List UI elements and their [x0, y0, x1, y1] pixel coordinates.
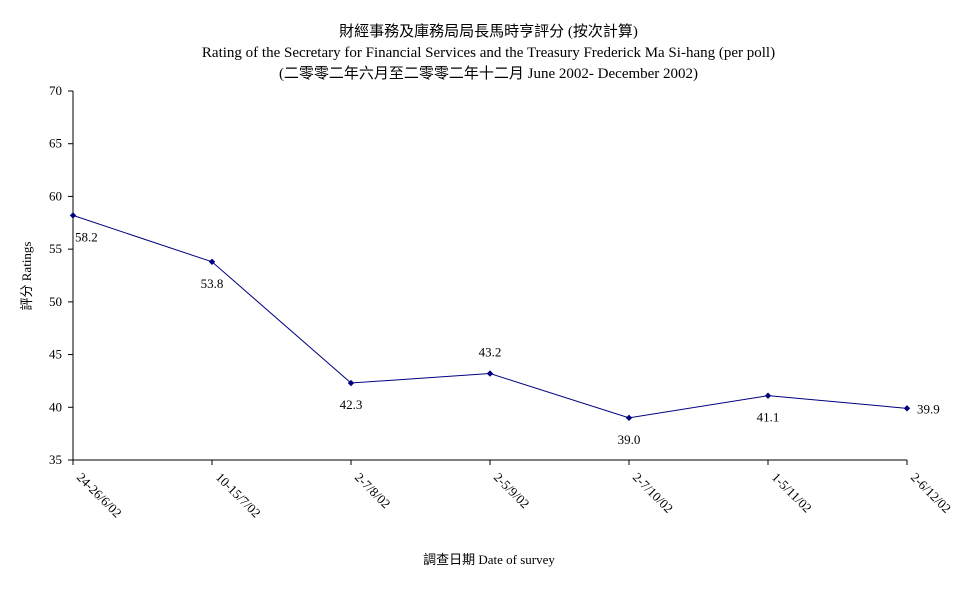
series-line — [72, 214, 908, 419]
data-point-marker — [903, 405, 911, 412]
x-axis-ticks: 24-26/6/02 10-15/7/02 2-7/8/02 2-5/9/02 2-7/… — [72, 460, 954, 521]
y-tick-label: 40 — [49, 399, 62, 414]
data-point-marker — [625, 414, 633, 422]
data-label: 58.2 — [75, 229, 98, 244]
chart-title: 財經事務及庫務局局長馬時亨評分 (按次計算) — [339, 24, 638, 40]
data-label: 39.0 — [618, 432, 641, 447]
x-tick-label: 10-15/7/02 — [213, 470, 264, 521]
y-tick-label: 70 — [49, 83, 62, 98]
data-label: 39.9 — [917, 401, 940, 416]
x-tick-label: 2-5/9/02 — [491, 470, 533, 512]
series-line-group — [69, 212, 911, 422]
chart-subtitle-period: (二零零二年六月至二零零二年十二月 June 2002- December 20… — [278, 66, 699, 82]
y-tick-label: 55 — [49, 241, 62, 256]
x-tick-label: 2-7/8/02 — [352, 470, 394, 512]
data-label: 41.1 — [757, 410, 780, 425]
y-axis-ticks: 35 40 45 50 55 60 65 70 — [49, 83, 73, 467]
chart-axes — [72, 91, 907, 461]
data-label: 43.2 — [479, 345, 502, 360]
x-tick-label: 2-7/10/02 — [630, 470, 676, 516]
data-label: 53.8 — [201, 276, 224, 291]
data-point-marker — [764, 392, 772, 399]
data-point-marker — [208, 258, 216, 265]
x-axis-title: 調查日期 Date of survey — [423, 552, 555, 567]
y-tick-label: 60 — [49, 188, 62, 203]
data-labels: 58.2 53.8 42.3 43.2 39.0 41.1 39.9 — [75, 229, 940, 446]
y-tick-label: 45 — [49, 347, 62, 362]
data-point-marker — [347, 379, 355, 387]
data-label: 42.3 — [340, 397, 363, 412]
x-tick-label: 24-26/6/02 — [74, 470, 125, 521]
y-tick-label: 50 — [49, 294, 62, 309]
x-tick-label: 2-6/12/02 — [908, 470, 954, 516]
chart-subtitle: Rating of the Secretary for Financial Se… — [201, 45, 776, 61]
chart-title-block: 財經事務及庫務局局長馬時亨評分 (按次計算) Rating of the Sec… — [0, 22, 977, 85]
y-tick-label: 35 — [49, 452, 62, 467]
data-point-marker — [69, 212, 77, 219]
data-point-marker — [486, 370, 494, 377]
y-axis-title: 評分 Ratings — [19, 242, 34, 311]
y-tick-label: 65 — [49, 136, 62, 151]
x-tick-label: 1-5/11/02 — [769, 470, 815, 516]
